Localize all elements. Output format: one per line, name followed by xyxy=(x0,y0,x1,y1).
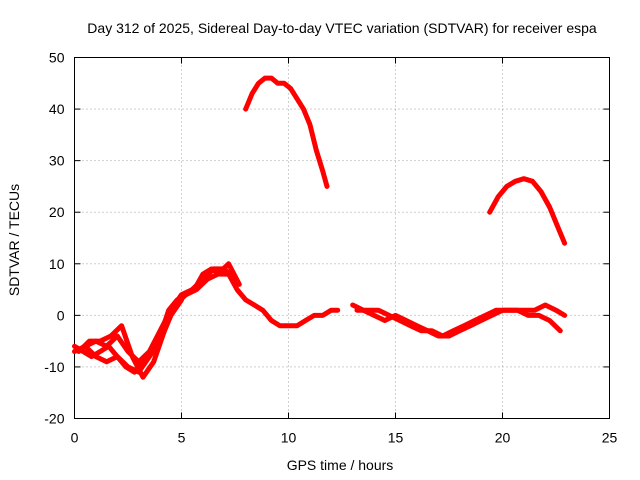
grid xyxy=(74,57,610,419)
y-tick-label: 20 xyxy=(49,204,65,220)
x-tick-label: 20 xyxy=(495,430,511,446)
series-group xyxy=(72,75,568,380)
y-axis-label: SDTVAR / TECUs xyxy=(6,184,22,296)
series-track-h xyxy=(487,176,568,246)
series-track-e xyxy=(350,302,568,339)
x-tick-label: 15 xyxy=(388,430,404,446)
series-track-f xyxy=(354,307,563,339)
x-axis-label: GPS time / hours xyxy=(287,457,394,473)
series-track-b xyxy=(72,266,238,365)
x-tick-label: 5 xyxy=(178,430,186,446)
x-tick-label: 10 xyxy=(281,430,297,446)
y-tick-label: 50 xyxy=(49,50,65,66)
chart-title: Day 312 of 2025, Sidereal Day-to-day VTE… xyxy=(87,20,597,36)
x-tick-label: 25 xyxy=(602,430,618,446)
y-tick-label: -20 xyxy=(44,411,64,427)
y-tick-label: 40 xyxy=(49,101,65,117)
y-tick-label: -10 xyxy=(44,359,64,375)
y-tick-label: 10 xyxy=(49,256,65,272)
series-track-g xyxy=(243,75,330,189)
y-tick-label: 30 xyxy=(49,153,65,169)
plot-frame xyxy=(74,57,610,419)
series-track-d xyxy=(82,297,184,375)
axis-ticks: 0 5 10 15 20 25 -20 -10 0 10 20 30 40 50 xyxy=(44,50,617,446)
y-tick-label: 0 xyxy=(57,307,65,323)
x-tick-label: 0 xyxy=(71,430,79,446)
